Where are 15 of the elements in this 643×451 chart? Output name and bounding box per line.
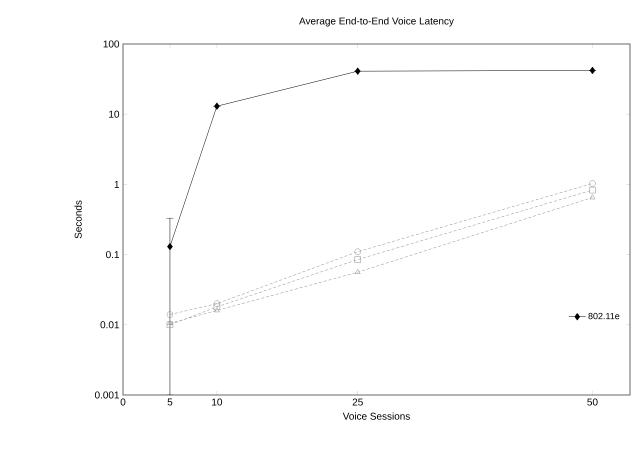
x-tick-label: 5 [168,398,172,406]
x-axis-title: Voice Sessions [342,412,410,420]
y-tick-label: 10 [109,110,120,118]
x-tick-label: 0 [120,398,126,406]
y-axis-title: Seconds [74,200,82,238]
y-tick-label: 100 [104,40,120,48]
chart-title: Average End-to-End Voice Latency [299,17,454,26]
y-tick-label: 0.1 [106,251,120,258]
x-tick-label: 25 [352,398,363,406]
legend-label: 802.11e [588,312,620,320]
x-tick-label: 10 [212,398,222,406]
y-tick-label: 0.01 [100,321,120,328]
x-tick-label: 50 [587,398,598,406]
y-tick-label: 0.001 [94,391,120,399]
y-tick-label: 1 [114,180,120,188]
